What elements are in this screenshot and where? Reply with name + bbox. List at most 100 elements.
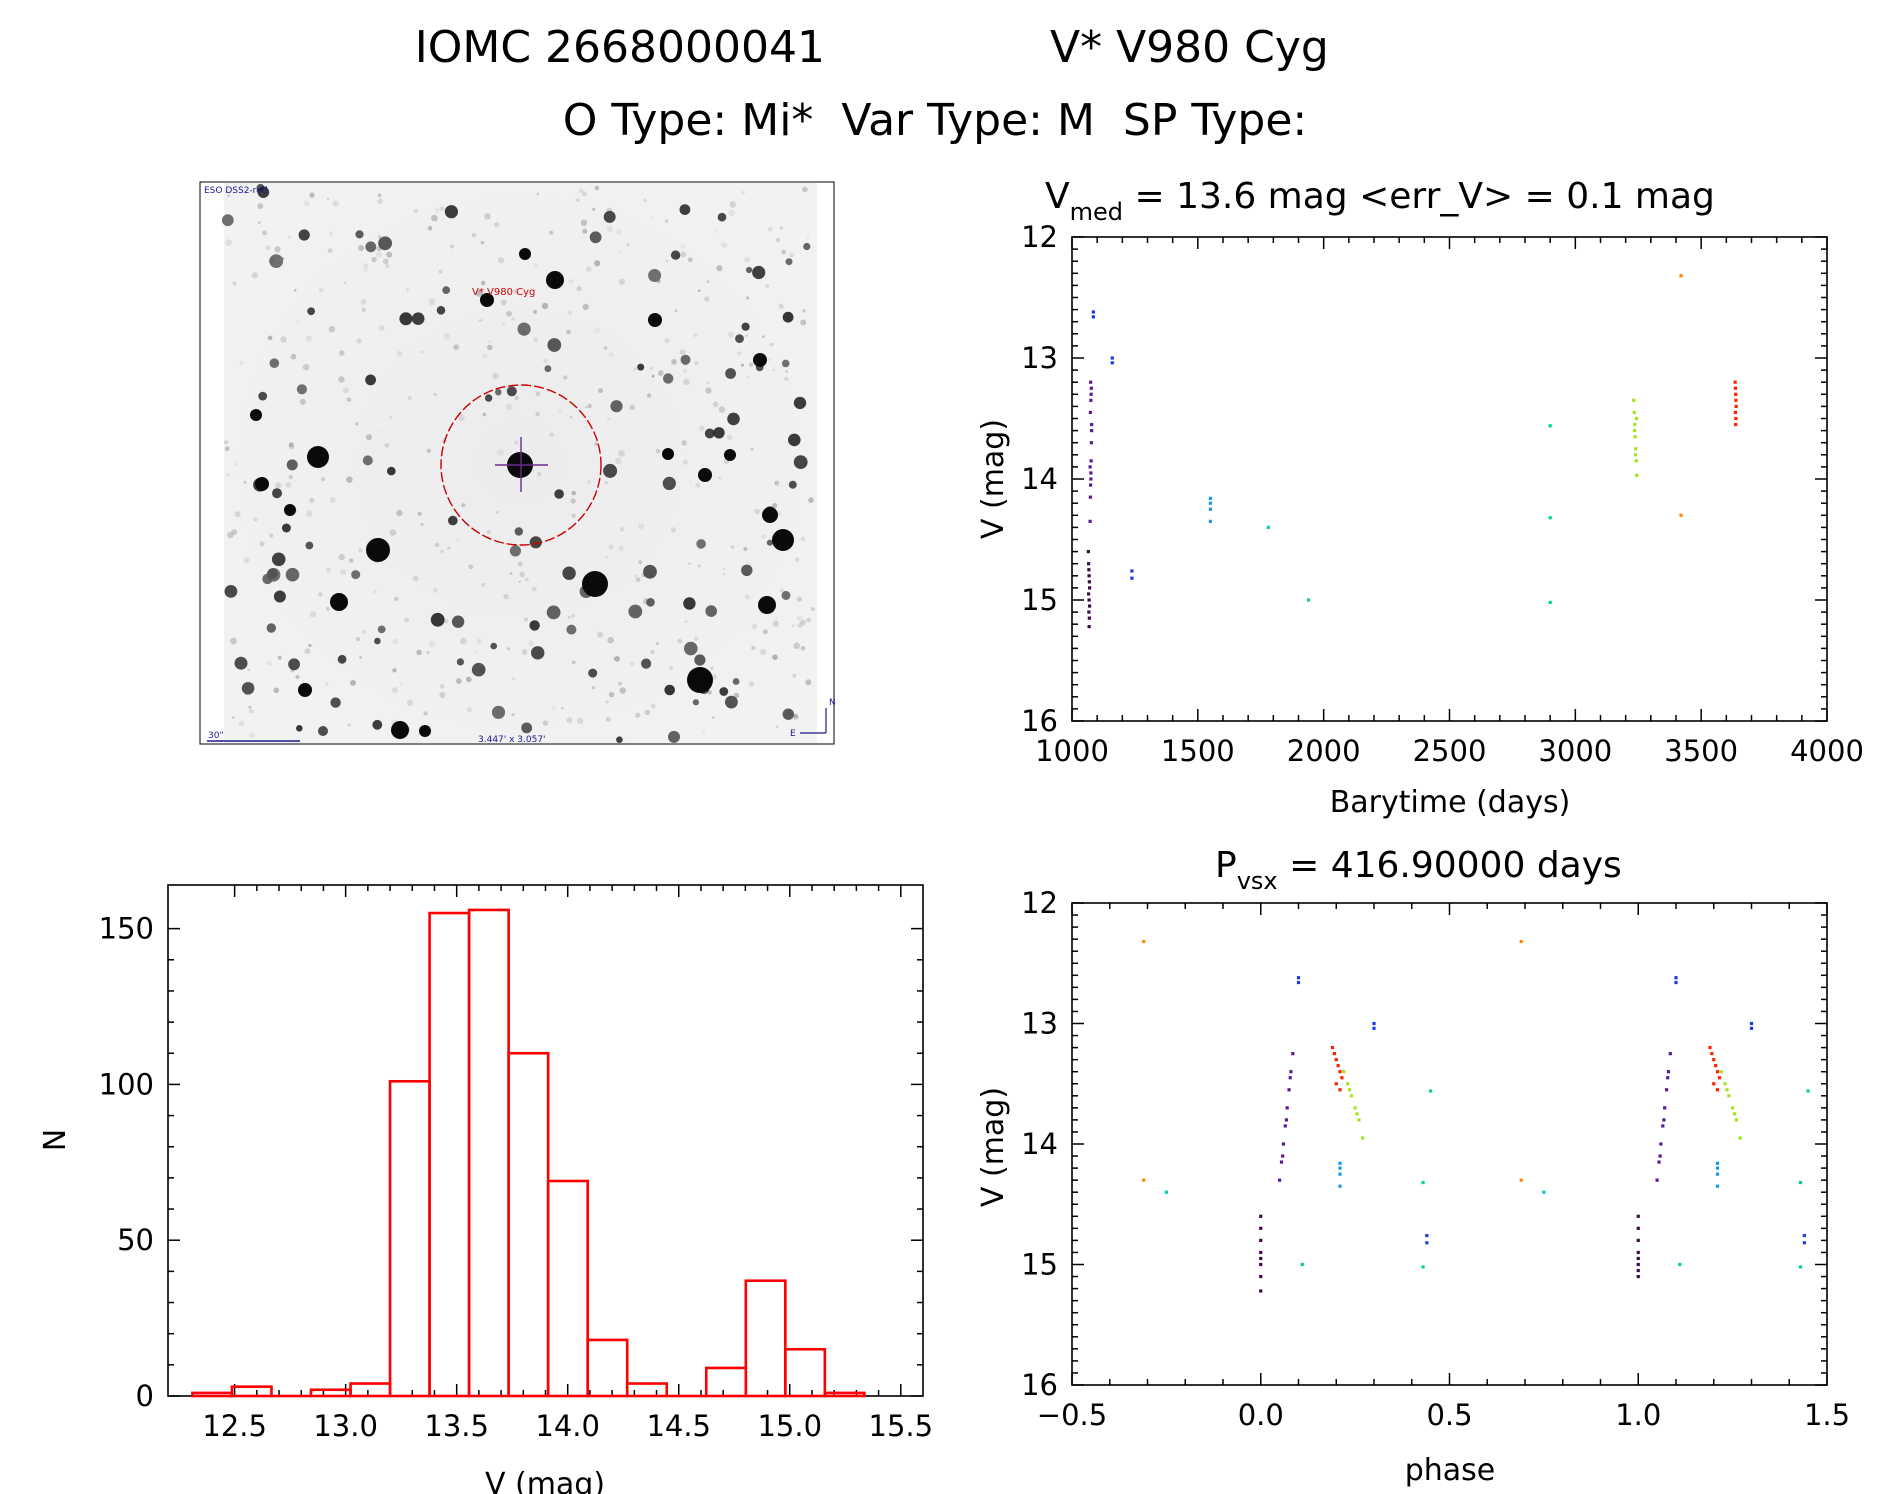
faint-star xyxy=(619,250,623,254)
faint-star xyxy=(566,329,571,335)
data-point-teal xyxy=(1798,1265,1803,1269)
data-point-epoch1-purple xyxy=(1089,459,1093,463)
histogram-bar xyxy=(309,1388,352,1398)
data-point-blue xyxy=(1674,976,1678,980)
data-point-blue xyxy=(1802,1241,1806,1245)
faint-star xyxy=(748,362,754,367)
faint-star xyxy=(431,214,438,222)
data-point-red xyxy=(1734,392,1738,396)
star xyxy=(529,620,540,631)
star xyxy=(696,539,706,549)
star xyxy=(637,363,645,371)
faint-star xyxy=(346,476,353,483)
data-point-purple xyxy=(1289,1070,1293,1074)
faint-star xyxy=(582,228,588,234)
faint-star xyxy=(762,629,769,635)
star xyxy=(521,722,533,734)
faint-star xyxy=(677,638,683,644)
faint-star xyxy=(711,716,715,719)
faint-star xyxy=(346,397,352,402)
lightcurve-title: Vmed = 13.6 mag <err_V> = 0.1 mag xyxy=(1045,176,1715,226)
faint-star xyxy=(794,557,800,562)
star xyxy=(365,241,377,253)
faint-star xyxy=(428,298,436,306)
faint-star xyxy=(277,655,282,660)
data-point-purple xyxy=(1283,1124,1287,1128)
histogram-bar xyxy=(704,1366,748,1398)
star xyxy=(355,230,364,239)
data-point-purple xyxy=(1658,1154,1662,1158)
data-point-epoch1-purple xyxy=(1088,410,1092,415)
data-point-epoch1-purple xyxy=(1090,422,1094,427)
star xyxy=(224,585,238,598)
star xyxy=(788,480,797,489)
star xyxy=(680,354,691,365)
star xyxy=(377,625,386,634)
data-point-cyan-blue xyxy=(1715,1172,1720,1176)
histogram-frame xyxy=(167,884,924,1397)
faint-star xyxy=(772,620,779,627)
faint-star xyxy=(784,376,789,382)
title-object-name: V* V980 Cyg xyxy=(1050,22,1329,73)
data-point-cyan xyxy=(1266,525,1270,529)
histogram-ticks: 12.5 13.0 13.5 14.0 14.5 15.0 15.5 0 50 100 150 xyxy=(99,885,933,1443)
faint-star xyxy=(665,259,669,263)
star xyxy=(725,368,736,379)
star xyxy=(692,699,700,706)
star xyxy=(307,307,315,316)
faint-star xyxy=(355,636,361,642)
star xyxy=(782,708,794,720)
star xyxy=(234,656,248,670)
faint-star xyxy=(657,370,664,376)
faint-star xyxy=(792,673,797,678)
data-point-green-yellow xyxy=(1633,435,1637,439)
faint-star xyxy=(533,337,538,342)
faint-star xyxy=(571,614,575,618)
faint-star xyxy=(695,482,701,488)
star xyxy=(628,604,643,619)
faint-star xyxy=(434,542,440,548)
faint-star xyxy=(230,637,237,645)
faint-star xyxy=(802,186,808,193)
faint-star xyxy=(248,732,255,739)
faint-star xyxy=(761,534,766,539)
faint-star xyxy=(426,448,432,454)
data-point-orange xyxy=(1142,1178,1146,1182)
star xyxy=(272,488,282,499)
faint-star xyxy=(769,342,774,347)
faint-star xyxy=(701,731,706,735)
faint-star xyxy=(699,425,705,431)
data-point-purple xyxy=(1281,1142,1285,1146)
faint-star xyxy=(460,637,467,645)
faint-star xyxy=(705,387,712,394)
data-point-dark xyxy=(1636,1214,1640,1218)
star xyxy=(717,212,727,222)
faint-star xyxy=(340,569,347,576)
data-point-blue xyxy=(1802,1233,1806,1238)
faint-star xyxy=(359,656,362,659)
faint-star xyxy=(606,417,611,421)
faint-star xyxy=(396,350,403,357)
faint-star xyxy=(626,243,630,247)
star xyxy=(387,466,396,476)
star xyxy=(566,624,577,635)
faint-star xyxy=(396,509,403,517)
faint-star xyxy=(427,225,433,231)
data-point-cyan-blue xyxy=(1715,1161,1720,1165)
faint-star xyxy=(768,358,772,362)
star xyxy=(684,641,698,656)
faint-star xyxy=(338,554,345,561)
faint-star xyxy=(682,368,688,374)
faint-star xyxy=(519,571,525,578)
faint-star xyxy=(361,629,367,634)
data-point-green-yellow xyxy=(1633,422,1637,427)
faint-star xyxy=(727,434,733,441)
data-point-purple xyxy=(1291,1052,1295,1056)
faint-star xyxy=(616,229,622,235)
faint-star xyxy=(722,242,728,248)
faint-star xyxy=(669,666,674,671)
bright-star xyxy=(307,446,329,468)
data-point-orange xyxy=(1679,513,1683,517)
faint-star xyxy=(443,618,449,624)
data-point-dark xyxy=(1259,1226,1263,1230)
